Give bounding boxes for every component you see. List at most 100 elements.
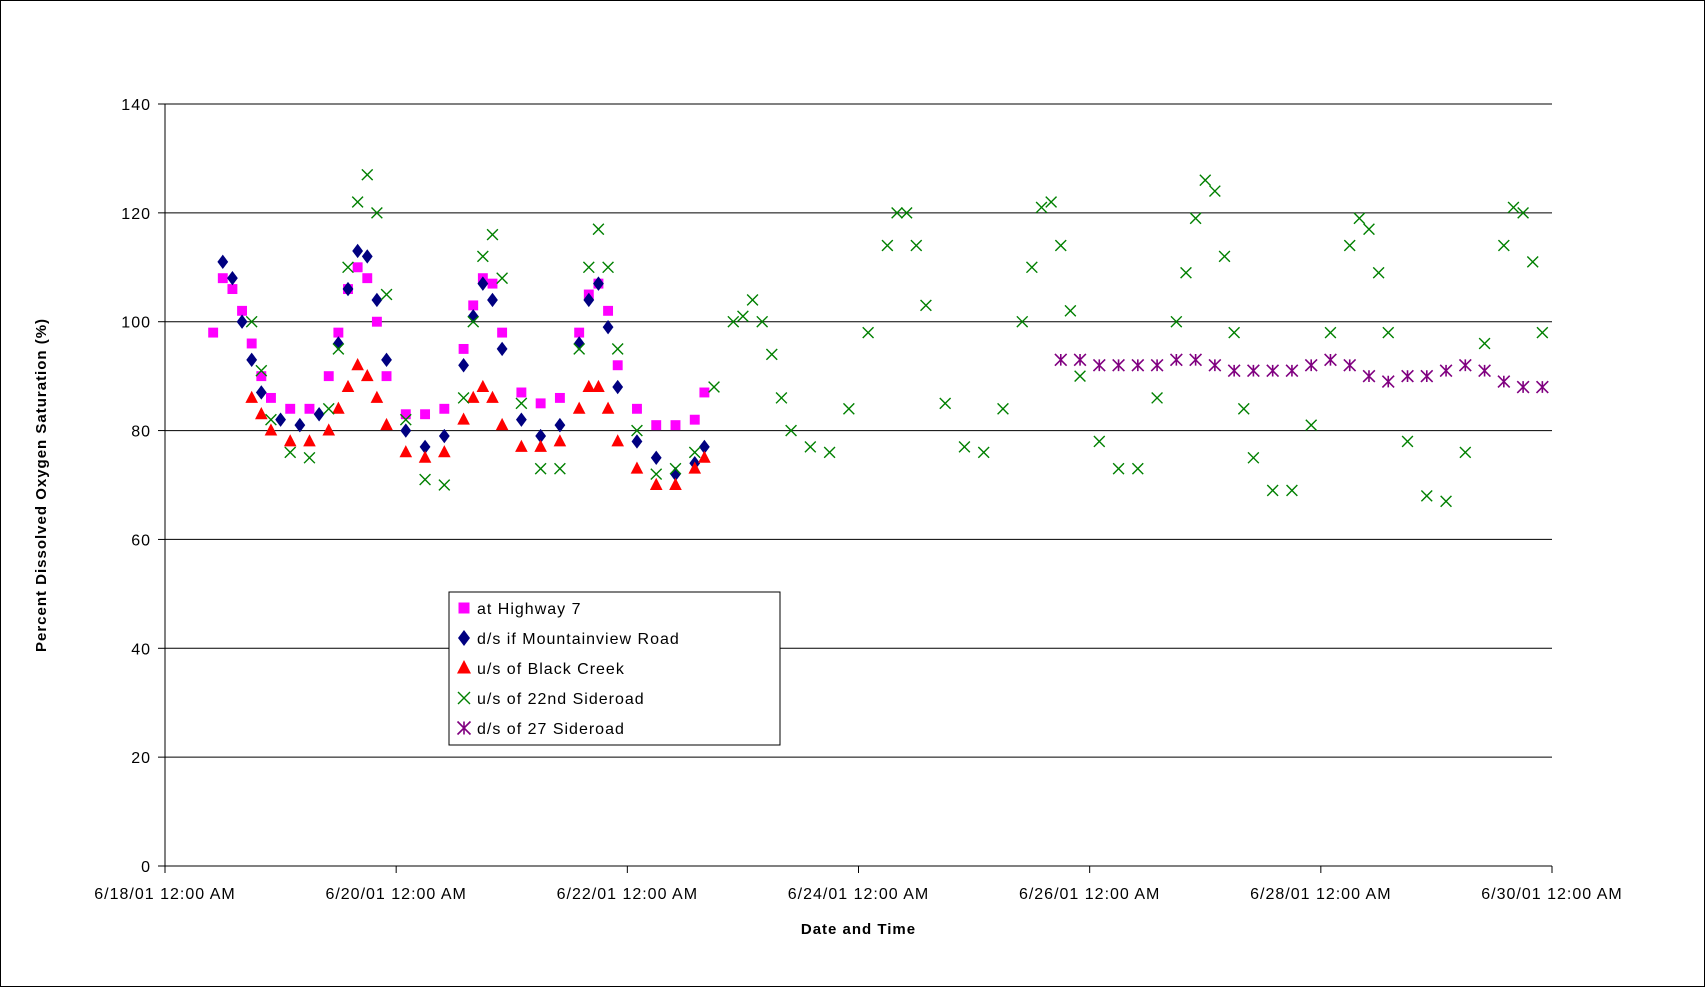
data-point: [592, 223, 605, 236]
data-point: [572, 401, 586, 414]
data-point: [1170, 315, 1183, 328]
data-point: [534, 439, 547, 452]
data-point: [534, 462, 547, 475]
data-point: [255, 407, 268, 420]
data-point: [1208, 358, 1222, 372]
data-point: [332, 343, 345, 355]
data-point: [487, 278, 498, 289]
legend-item: u/s of 22nd Sideroad: [457, 691, 645, 708]
legend-item: u/s of Black Creek: [457, 660, 624, 678]
series-27-sideroad: [1054, 353, 1549, 394]
data-point: [910, 239, 923, 252]
x-tick-label: 6/28/01 12:00 AM: [1250, 886, 1391, 903]
data-point: [476, 250, 489, 263]
data-point: [399, 445, 413, 458]
data-point: [371, 292, 383, 308]
legend-marker: [458, 602, 470, 614]
data-point: [352, 262, 363, 273]
data-point: [582, 379, 596, 392]
data-point: [323, 371, 334, 382]
data-point: [602, 319, 614, 335]
legend-box: [448, 591, 781, 746]
data-point: [418, 450, 432, 463]
data-point: [1401, 369, 1414, 383]
data-point: [371, 316, 382, 327]
data-point: [516, 387, 527, 398]
legend: at Highway 7 d/s if Mountainview Road u/s …: [448, 591, 781, 746]
data-point: [1497, 239, 1510, 252]
data-point: [1247, 451, 1260, 464]
data-point: [1420, 369, 1434, 383]
data-point: [466, 390, 480, 403]
data-point: [1304, 358, 1318, 372]
data-point: [419, 439, 431, 455]
data-point: [362, 273, 373, 284]
data-point: [535, 398, 546, 409]
series-highway-7: [208, 262, 710, 431]
data-point: [275, 412, 286, 427]
data-point: [785, 424, 797, 437]
data-point: [1093, 435, 1106, 448]
data-point: [227, 284, 238, 295]
data-point: [1228, 326, 1241, 339]
data-point: [1439, 364, 1453, 378]
data-point: [458, 358, 469, 373]
data-point: [554, 417, 566, 433]
data-point: [476, 379, 490, 392]
data-point: [1246, 364, 1260, 378]
x-axis-title: Date and Time: [801, 921, 916, 938]
data-point: [1266, 364, 1280, 378]
data-point: [304, 403, 315, 414]
data-point: [1372, 266, 1385, 279]
data-point: [823, 446, 836, 459]
legend-marker: [457, 660, 471, 674]
data-point: [1363, 223, 1375, 236]
series-22nd-sideroad: [245, 168, 1549, 508]
data-point: [842, 402, 855, 415]
data-point: [612, 379, 624, 395]
data-point: [631, 424, 643, 437]
data-point: [1199, 174, 1212, 187]
data-point: [737, 310, 749, 323]
data-point: [333, 327, 344, 338]
data-marks: [208, 168, 1549, 508]
data-point: [1073, 353, 1087, 367]
data-point: [632, 403, 642, 414]
data-point: [467, 309, 479, 324]
data-point: [554, 462, 566, 475]
data-point: [612, 360, 623, 371]
data-point: [1305, 419, 1318, 432]
data-point: [351, 196, 364, 208]
data-point: [371, 206, 383, 219]
data-point: [1054, 239, 1067, 252]
data-point: [486, 228, 499, 241]
data-point: [601, 401, 615, 414]
data-point: [1189, 353, 1203, 367]
legend-label: u/s of 22nd Sideroad: [477, 691, 645, 708]
axes: 0 20 40 60 80 100 120 140 6/18/01 12:00 AM 6/20/0…: [94, 97, 1621, 903]
data-point: [246, 352, 258, 368]
x-tick-label: 6/24/01 12:00 AM: [788, 886, 929, 903]
data-point: [303, 434, 316, 447]
data-point: [322, 402, 335, 415]
y-tick-label: 40: [131, 641, 151, 658]
data-point: [496, 341, 508, 357]
data-point: [497, 327, 508, 338]
data-point: [467, 315, 480, 328]
data-point: [1536, 326, 1549, 339]
data-point: [977, 446, 990, 459]
x-tick-label: 6/22/01 12:00 AM: [557, 886, 698, 903]
legend-item: d/s of 27 Sideroad: [456, 720, 624, 738]
data-point: [284, 446, 297, 459]
data-point: [1507, 201, 1520, 214]
data-point: [1478, 337, 1491, 350]
data-point: [370, 390, 384, 403]
data-point: [583, 292, 595, 308]
data-point: [255, 364, 268, 377]
gridlines: [165, 103, 1552, 758]
data-point: [360, 368, 374, 382]
data-point: [227, 270, 238, 286]
data-point: [399, 413, 412, 426]
data-point: [266, 392, 276, 403]
